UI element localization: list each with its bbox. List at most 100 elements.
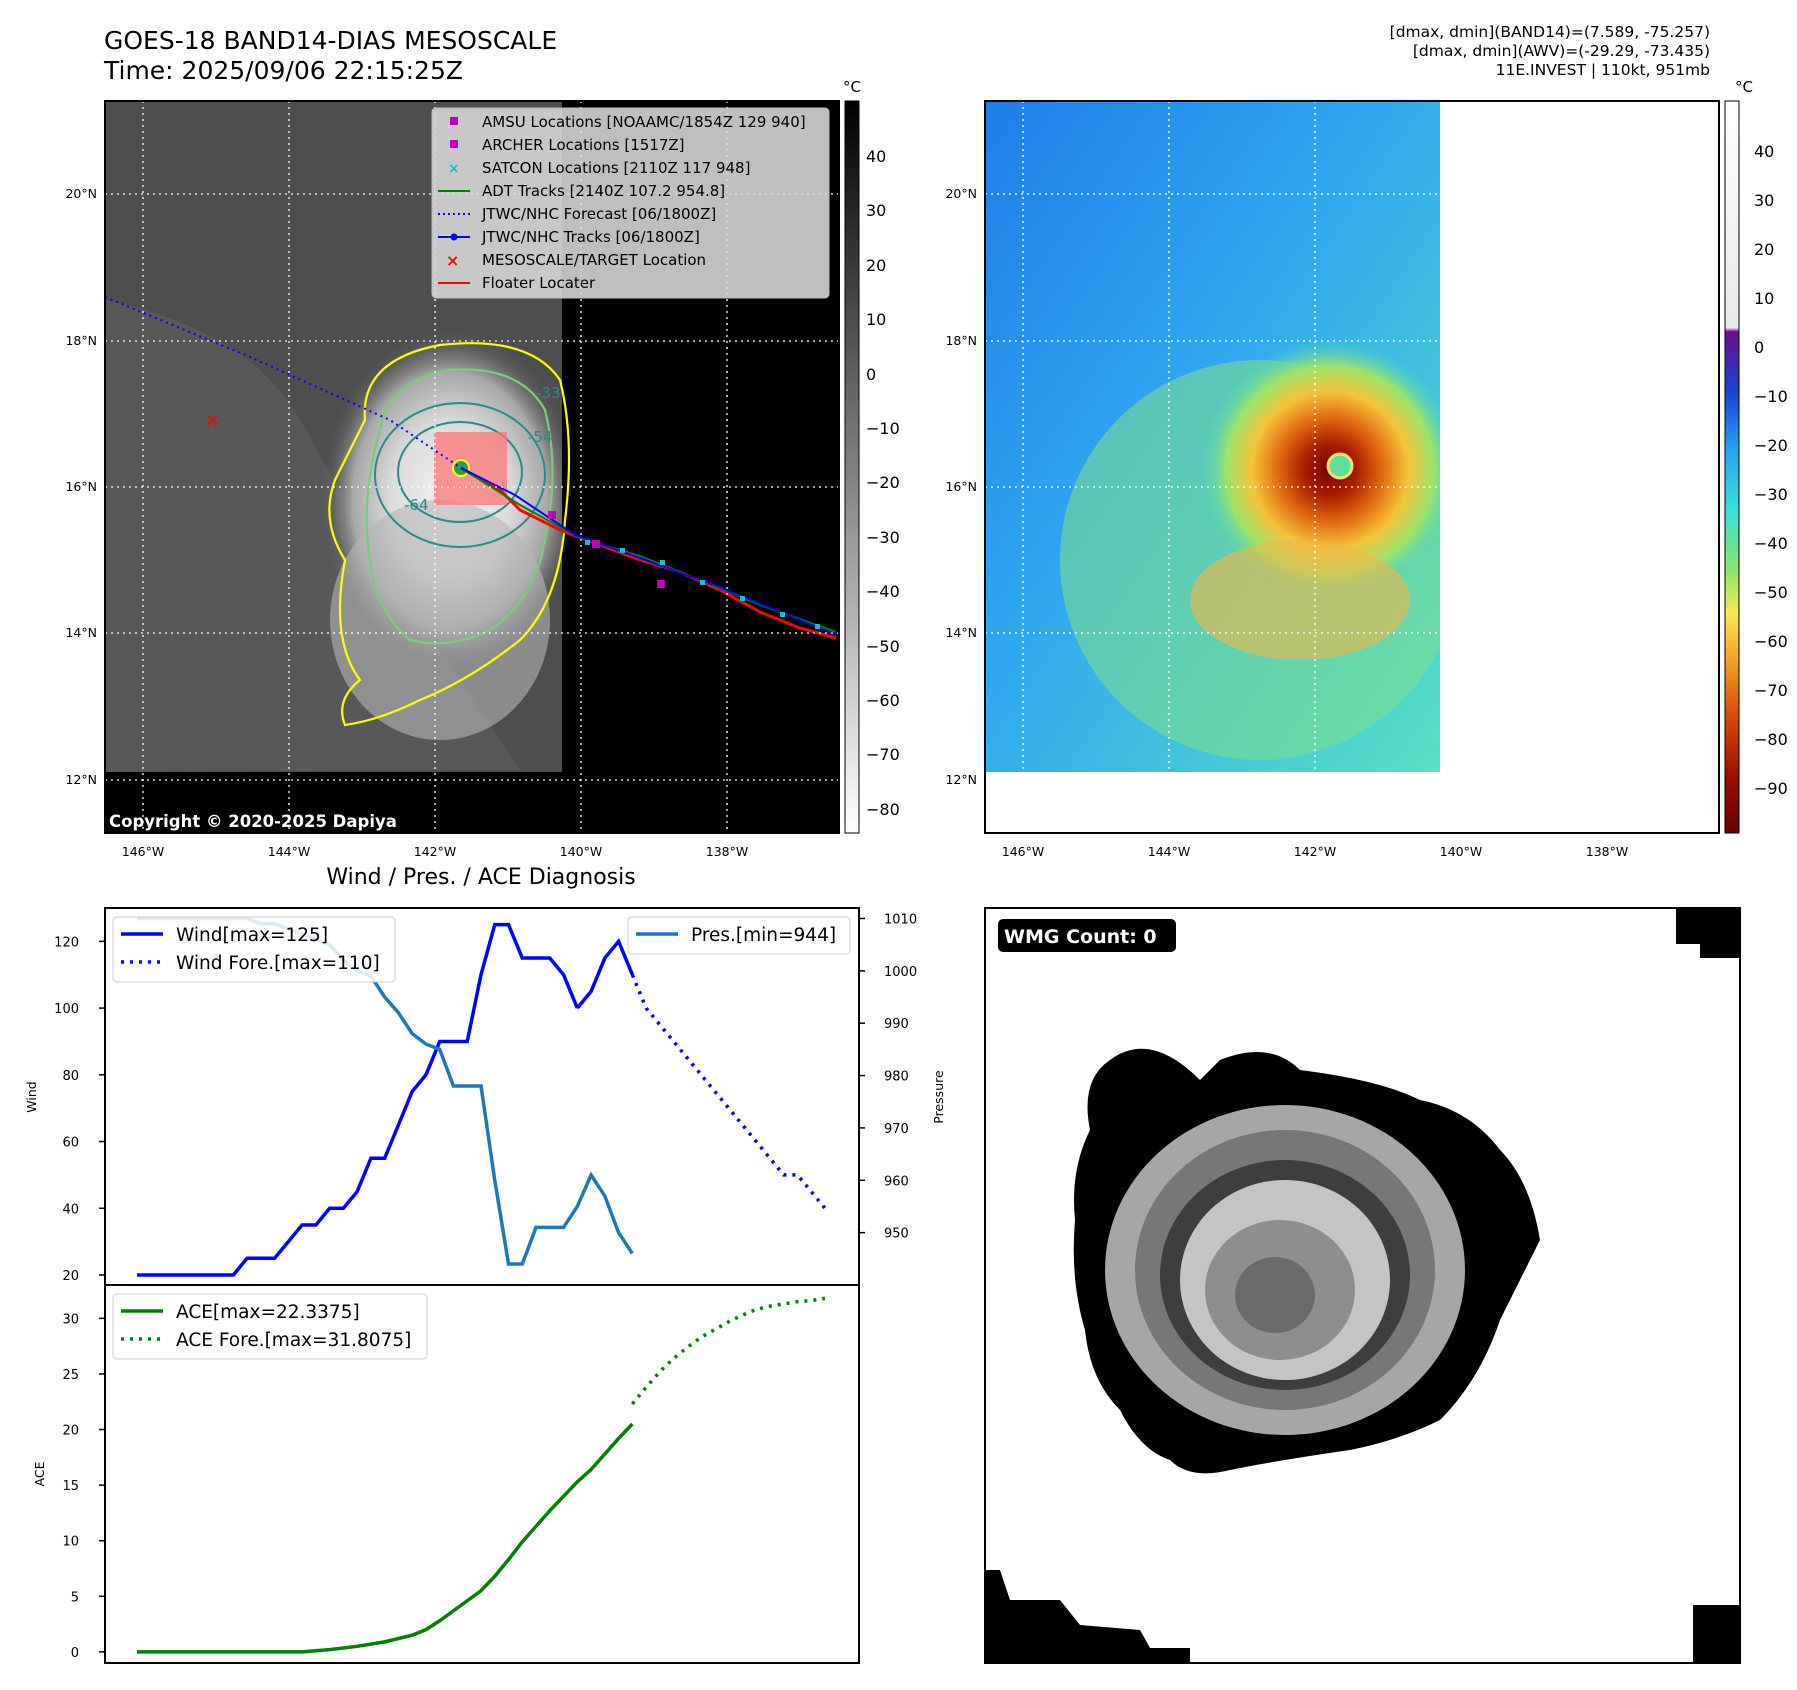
- wmg-count-label: WMG Count: 0: [1004, 926, 1157, 948]
- title-line-1: GOES-18 BAND14-DIAS MESOSCALE: [104, 26, 558, 55]
- pressure-yticks: 950 960 970 980 990 1000 1010: [859, 912, 917, 1242]
- pressure-legend: Pres.[min=944]: [627, 916, 851, 955]
- wmg-patch-bl: [985, 1570, 1190, 1663]
- copyright-text: Copyright © 2020-2025 Dapiya: [109, 812, 397, 831]
- contour-teal-outer: [374, 402, 546, 548]
- ir-colorbar-unit: °C: [843, 78, 861, 96]
- wind-ytick-label: 40: [62, 1202, 79, 1217]
- ace-legend: ACE[max=22.3375] ACE Fore.[max=31.8075]: [112, 1293, 428, 1360]
- ir-legend: AMSU Locations [NOAAMC/1854Z 129 940] AR…: [431, 107, 830, 299]
- ir-lon-label: 146°W: [122, 844, 164, 859]
- wv-colorbar-unit: °C: [1735, 78, 1753, 96]
- wind-forecast-line: [630, 974, 827, 1210]
- wv-lat-label: 20°N: [945, 186, 977, 201]
- pressure-ytick-label: 1010: [884, 912, 917, 927]
- ir-cbar-tick: −40: [866, 582, 900, 601]
- legend-box: [431, 107, 830, 299]
- wv-cbar-tick: −50: [1754, 583, 1788, 602]
- diagnosis-title: Wind / Pres. / ACE Diagnosis: [326, 865, 636, 890]
- archer-marker-2: [657, 580, 665, 588]
- wv-nodata-right: [1440, 101, 1719, 772]
- ir-cbar-tick: −20: [866, 473, 900, 492]
- adt-track: [460, 467, 837, 633]
- ace-lines: [137, 1296, 826, 1654]
- wv-storm-eye: [1326, 452, 1354, 480]
- contour-yellow: [328, 342, 571, 727]
- legend-marker-jtwc-dot: [450, 233, 458, 241]
- legend-marker-mesoscale: ×: [446, 251, 459, 270]
- wv-cbar-tick: 30: [1754, 191, 1774, 210]
- wind-ytick-label: 20: [62, 1269, 79, 1284]
- wmg-patch-tr: [1676, 908, 1740, 958]
- ir-cbar-tick: 30: [866, 201, 886, 220]
- wv-colorbar-ticks: 40 30 20 10 0 −10 −20 −30 −40 −50 −60 −7…: [1754, 142, 1788, 798]
- ace-forecast-line: [631, 1296, 826, 1406]
- ir-lat-labels: 20°N 18°N 16°N 14°N 12°N: [65, 186, 97, 787]
- contour-label-64: -64: [404, 496, 429, 514]
- wv-lon-label: 138°W: [1586, 844, 1628, 859]
- legend-satcon: SATCON Locations [2110Z 117 948]: [482, 159, 750, 177]
- archer-marker-1: [592, 540, 600, 548]
- mesoscale-target-marker: ×: [205, 410, 220, 431]
- ir-lat-label: 14°N: [65, 625, 97, 640]
- ace-legend-label: ACE[max=22.3375]: [176, 1302, 360, 1323]
- ir-cbar-tick: −30: [866, 528, 900, 547]
- wind-ytick-label: 120: [54, 935, 79, 950]
- info-line-1: [dmax, dmin](BAND14)=(7.589, -75.257): [1389, 23, 1710, 41]
- satcon-markers: [585, 540, 820, 629]
- ace-fore-legend-label: ACE Fore.[max=31.8075]: [176, 1330, 411, 1351]
- ace-yticks: 0 5 10 15 20 25 30: [62, 1312, 105, 1661]
- info-line-3: 11E.INVEST | 110kt, 951mb: [1495, 61, 1710, 79]
- ir-cbar-tick: 40: [866, 147, 886, 166]
- pressure-ytick-label: 980: [884, 1070, 909, 1085]
- ir-colorbar: [844, 100, 860, 834]
- ir-lat-label: 20°N: [65, 186, 97, 201]
- wind-yticks: 20 40 60 80 100 120: [54, 935, 105, 1284]
- pressure-ytick-label: 990: [884, 1017, 909, 1032]
- contour-label-33: -33: [536, 384, 561, 402]
- title-line-2: Time: 2025/09/06 22:15:25Z: [104, 56, 463, 85]
- ir-lon-label: 144°W: [268, 844, 310, 859]
- amsu-marker: [548, 511, 556, 519]
- wv-cbar-tick: −60: [1754, 632, 1788, 651]
- contour-green: [365, 368, 554, 645]
- ir-cbar-tick: −10: [866, 419, 900, 438]
- wv-cbar-tick: −30: [1754, 485, 1788, 504]
- wv-cbar-tick: −70: [1754, 681, 1788, 700]
- ace-legend-box: [112, 1293, 428, 1360]
- wind-legend: Wind[max=125] Wind Fore.[max=110]: [112, 916, 396, 983]
- ir-map: -33 -54 -64 ×: [105, 101, 839, 833]
- legend-forecast: JTWC/NHC Forecast [06/1800Z]: [481, 205, 716, 223]
- pressure-ytick-label: 960: [884, 1174, 909, 1189]
- ir-lon-label: 142°W: [414, 844, 456, 859]
- floater-track: [460, 466, 837, 640]
- ace-ytick-label: 20: [62, 1424, 79, 1439]
- info-line-2: [dmax, dmin](AWV)=(-29.29, -73.435): [1412, 42, 1710, 60]
- ir-lon-label: 140°W: [560, 844, 602, 859]
- ir-lat-label: 16°N: [65, 479, 97, 494]
- wmg-patch-br: [1693, 1605, 1740, 1663]
- wmg-label-box: [998, 919, 1176, 952]
- legend-marker-archer: [450, 140, 458, 148]
- wv-cbar-tick: 10: [1754, 289, 1774, 308]
- info-block: [dmax, dmin](BAND14)=(7.589, -75.257) [d…: [1390, 23, 1710, 80]
- ir-lon-label: 138°W: [706, 844, 748, 859]
- legend-marker-amsu: [450, 117, 458, 125]
- wv-cbar-tick: −90: [1754, 779, 1788, 798]
- pressure-ytick-label: 950: [884, 1227, 909, 1242]
- wind-ylabel: Wind: [24, 1081, 39, 1112]
- contour-label-54: -54: [528, 428, 553, 446]
- wv-lon-label: 146°W: [1002, 844, 1044, 859]
- ace-ytick-label: 30: [62, 1312, 79, 1327]
- ir-cbar-tick: −50: [866, 637, 900, 656]
- ir-cbar-tick: 10: [866, 310, 886, 329]
- wv-lat-label: 18°N: [945, 333, 977, 348]
- wv-lon-label: 142°W: [1294, 844, 1336, 859]
- wv-nodata-bottom: [985, 772, 1719, 833]
- ace-ytick-label: 15: [62, 1479, 79, 1494]
- pressure-legend-box: [627, 916, 851, 955]
- wind-ytick-label: 80: [62, 1069, 79, 1084]
- wv-cbar-tick: −40: [1754, 534, 1788, 553]
- wind-ytick-label: 100: [54, 1002, 79, 1017]
